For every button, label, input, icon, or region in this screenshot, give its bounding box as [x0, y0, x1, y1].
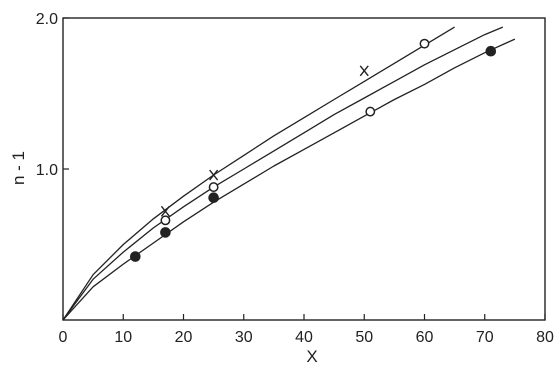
data-point-filled-circle — [160, 227, 171, 238]
x-axis-title: X — [306, 347, 317, 366]
data-point-open-circle — [365, 106, 376, 117]
x-tick-label: 20 — [175, 329, 193, 346]
series-curve-3 — [62, 38, 516, 321]
y-tick-label: 1.0 — [36, 162, 58, 179]
data-point-cross — [160, 205, 170, 217]
x-tick-label: 0 — [59, 329, 68, 346]
series-curve-1 — [62, 26, 455, 321]
data-point-open-circle — [208, 182, 219, 193]
data-point-open-circle — [160, 215, 171, 226]
x-tick-label: 60 — [416, 329, 434, 346]
x-tick-label: 70 — [476, 329, 494, 346]
data-point-open-circle — [419, 38, 430, 49]
x-tick-label: 50 — [355, 329, 373, 346]
y-axis-title: n - 1 — [9, 151, 28, 185]
data-point-cross — [359, 65, 369, 77]
plot-frame — [62, 17, 546, 321]
data-point-cross — [209, 169, 219, 181]
x-tick-label: 10 — [114, 329, 132, 346]
data-point-filled-circle — [208, 192, 219, 203]
series-curve-2 — [62, 26, 504, 321]
y-tick-label: 2.0 — [36, 11, 58, 28]
x-tick-label: 40 — [295, 329, 313, 346]
x-tick-label: 80 — [536, 329, 554, 346]
data-point-filled-circle — [485, 45, 497, 57]
data-point-filled-circle — [130, 251, 141, 262]
x-tick-label: 30 — [235, 329, 253, 346]
